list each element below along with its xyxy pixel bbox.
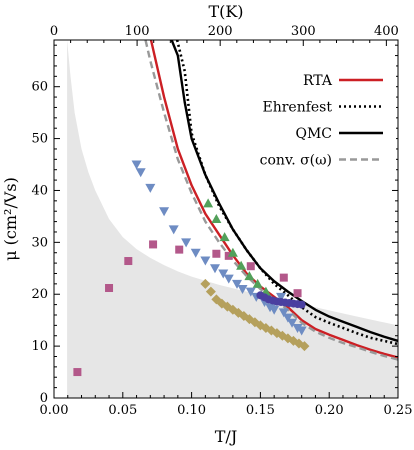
x-tick-label: 0.25	[384, 403, 413, 418]
data-point-square	[212, 249, 221, 258]
data-point-triangle-up	[203, 198, 214, 208]
y-tick-label: 0	[40, 391, 48, 406]
data-point-triangle-up	[244, 271, 255, 281]
y-tick-label: 10	[31, 339, 48, 354]
data-point-triangle-down	[200, 256, 211, 266]
legend-label: Ehrenfest	[262, 100, 332, 116]
y-tick-label: 60	[31, 80, 48, 95]
legend-box	[258, 60, 396, 172]
x-tick-label: 0.00	[40, 403, 69, 418]
data-point-triangle-down	[181, 238, 192, 248]
top-tick-label: 200	[208, 24, 233, 39]
data-point-triangle-down	[223, 274, 234, 284]
x-axis-label: T/J	[215, 427, 237, 446]
top-tick-label: 300	[291, 24, 316, 39]
data-point-triangle-down	[269, 305, 280, 315]
legend-label: RTA	[303, 73, 333, 89]
data-point-triangle-down	[190, 248, 201, 258]
legend-label: QMC	[295, 126, 332, 142]
data-point-triangle-down	[276, 292, 287, 302]
data-point-square	[105, 284, 114, 293]
data-point-triangle-down	[296, 326, 307, 336]
top-tick-label: 100	[125, 24, 150, 39]
y-tick-label: 50	[31, 132, 48, 147]
data-point-triangle-down	[209, 264, 220, 274]
data-point-square	[149, 240, 158, 249]
y-axis-label: μ (cm²/Vs)	[1, 177, 20, 261]
data-point-triangle-down	[287, 318, 298, 328]
top-tick-label: 0	[50, 24, 58, 39]
top-axis-label: T(K)	[208, 2, 243, 21]
data-point-triangle-up	[219, 232, 230, 242]
y-tick-label: 20	[31, 287, 48, 302]
data-point-triangle-down	[145, 183, 156, 193]
x-tick-label: 0.20	[315, 403, 344, 418]
axis-ticks: 0.00 0.05 0.10 0.15 0.20 0.25 0 10 20 30 40 50 60 0 10…	[31, 24, 412, 418]
data-point-triangle-up	[211, 214, 222, 223]
data-point-triangle-down	[232, 279, 243, 289]
data-point-triangle-down	[131, 160, 142, 170]
plot-frame	[53, 39, 399, 399]
series-markers	[73, 160, 310, 377]
data-point-triangle-down	[292, 323, 303, 333]
data-point-circle	[297, 300, 306, 309]
plot-area	[67, 40, 398, 398]
y-tick-label: 40	[31, 183, 48, 198]
data-point-triangle-down	[159, 207, 170, 217]
y-tick-label: 30	[31, 235, 48, 250]
data-point-triangle-down	[278, 308, 289, 318]
data-point-square	[175, 245, 184, 254]
data-point-triangle-up	[252, 278, 263, 288]
data-point-diamond	[299, 341, 310, 352]
data-point-square	[293, 289, 302, 298]
data-point-triangle-up	[227, 247, 238, 257]
data-point-triangle-down	[282, 313, 293, 323]
x-tick-label: 0.15	[246, 403, 275, 418]
data-point-triangle-down	[237, 285, 248, 295]
data-point-triangle-down	[135, 168, 146, 178]
data-point-triangle-down	[168, 225, 179, 235]
data-point-triangle-down	[218, 269, 229, 279]
data-point-triangle-down	[265, 303, 276, 313]
data-point-triangle-up	[236, 260, 247, 270]
top-tick-label: 400	[374, 24, 399, 39]
x-tick-label: 0.10	[177, 403, 206, 418]
x-tick-label: 0.05	[108, 403, 137, 418]
data-point-square	[279, 273, 288, 282]
legend-label: conv. σ(ω)	[260, 153, 332, 169]
legend: RTA Ehrenfest QMC conv. σ(ω)	[258, 60, 396, 172]
data-point-square	[73, 368, 82, 377]
data-point-diamond	[205, 286, 216, 297]
data-point-diamond	[200, 278, 211, 289]
data-point-square	[124, 257, 133, 266]
data-point-square	[246, 262, 255, 271]
data-point-triangle-down	[245, 287, 256, 297]
series-line-qmc	[170, 40, 398, 343]
